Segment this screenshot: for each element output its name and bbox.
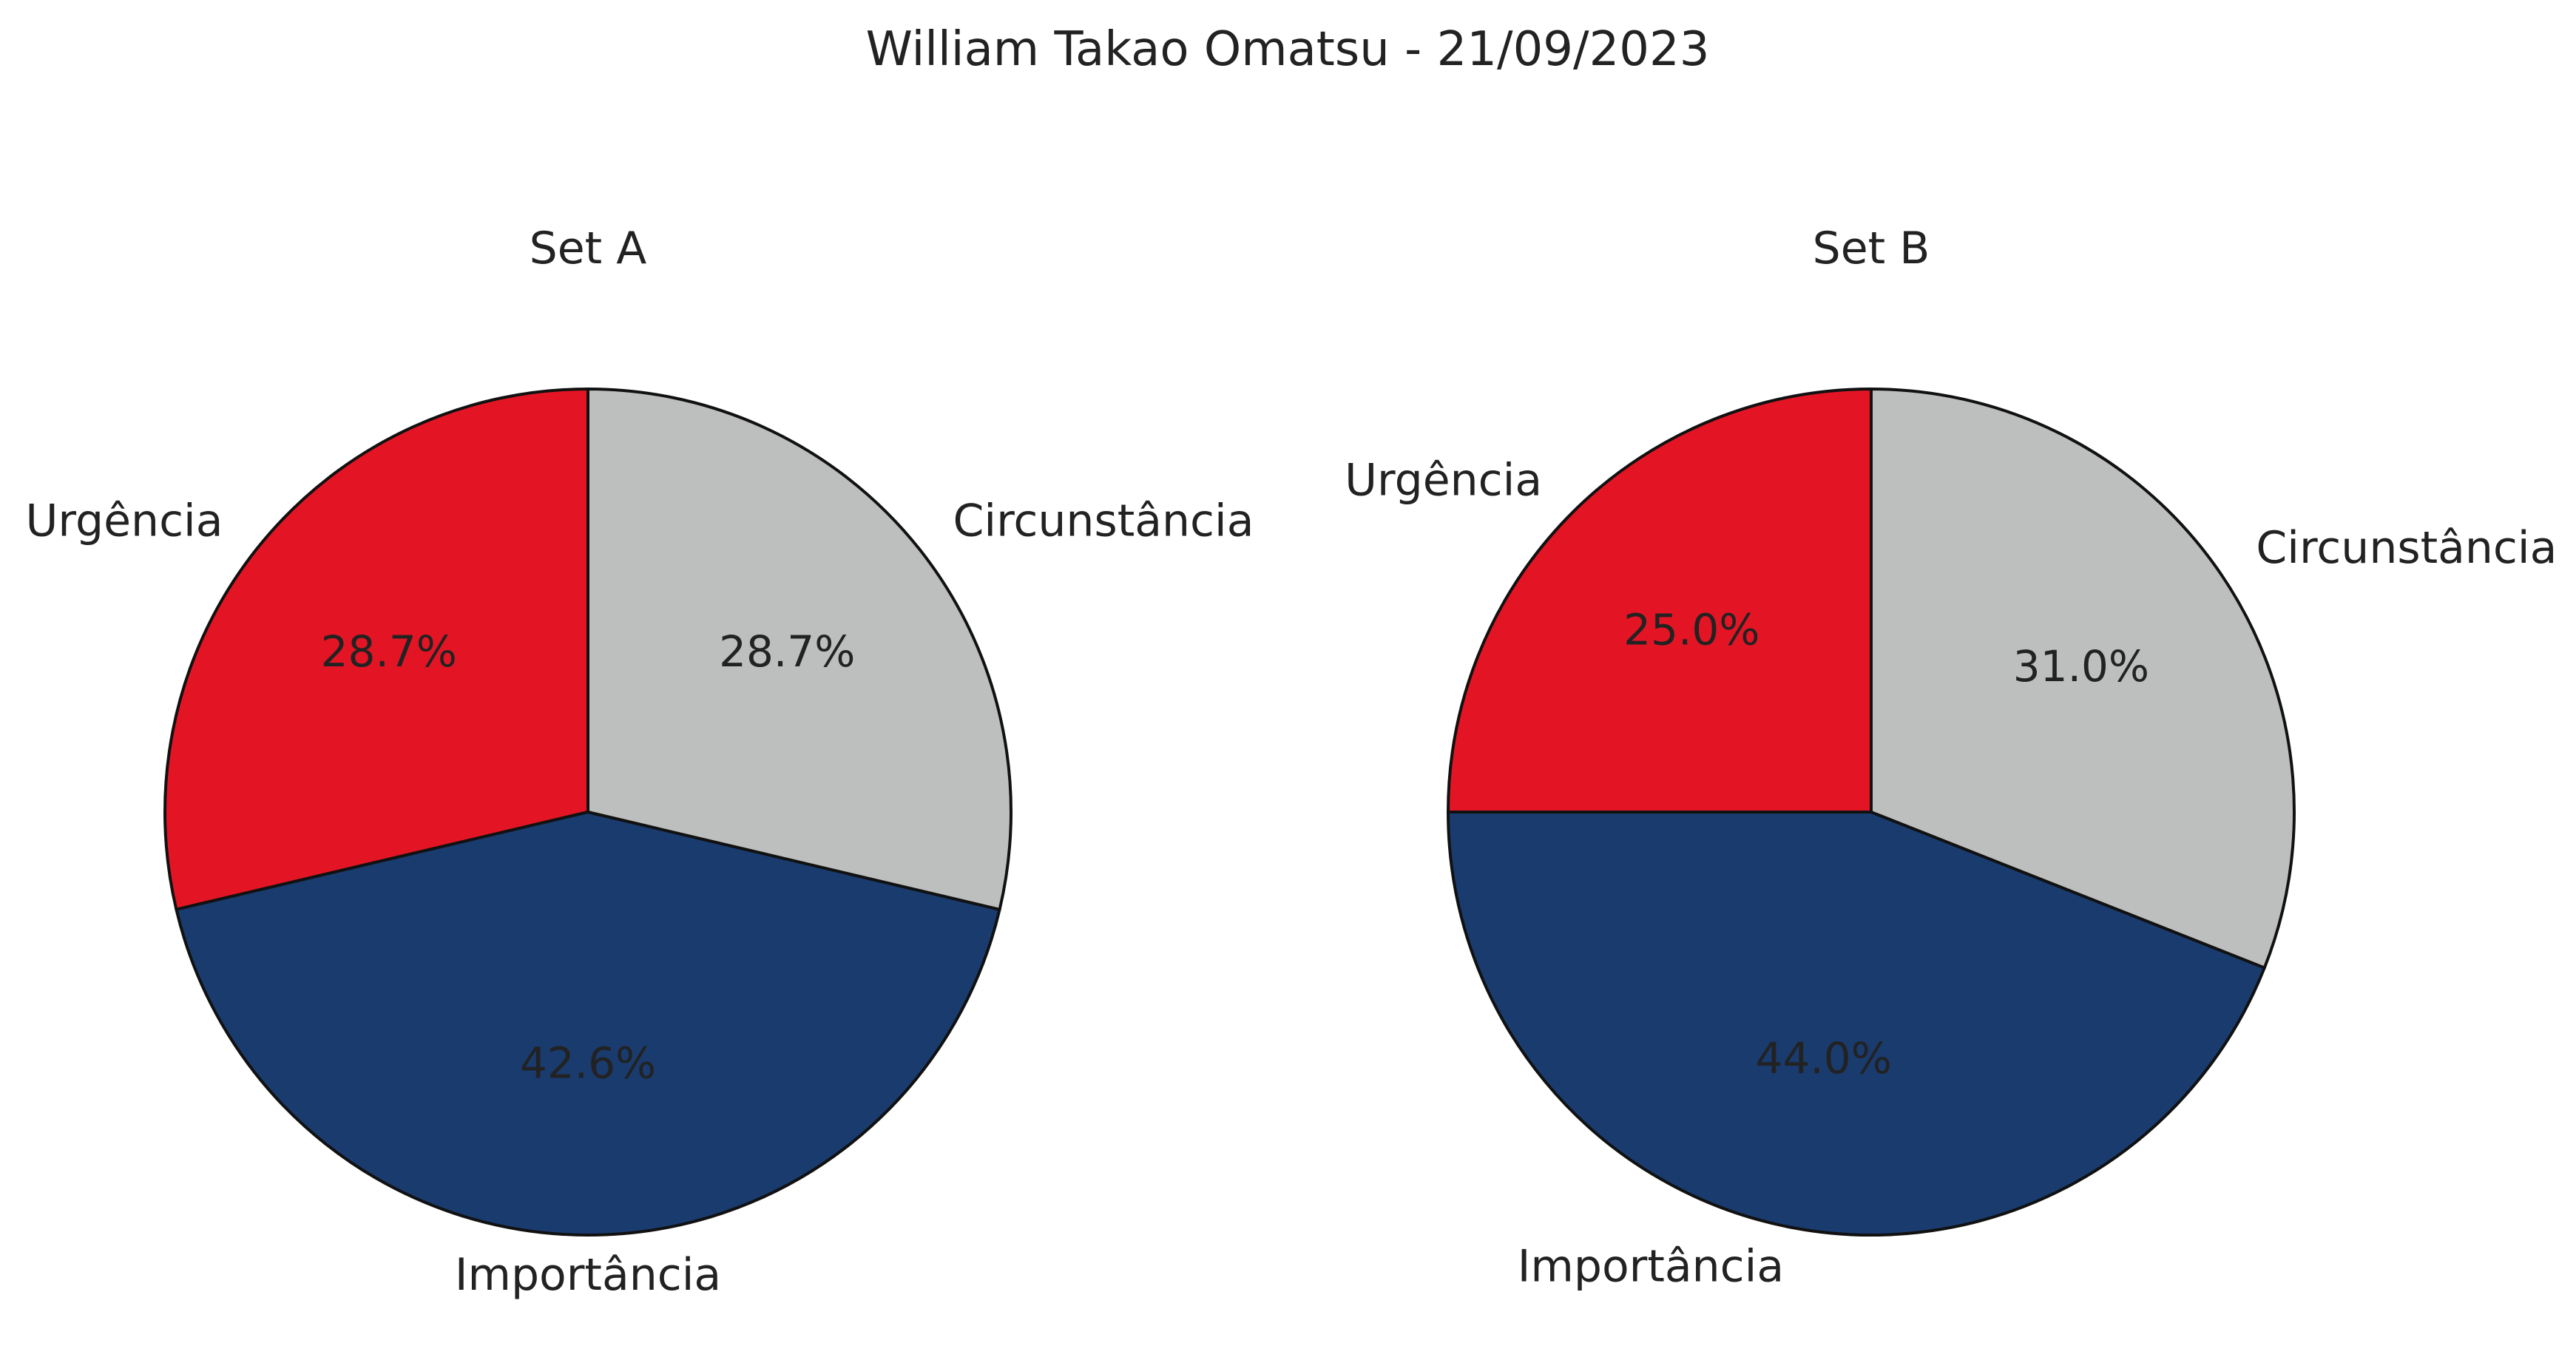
pie-slice-set-b-importancia: [1447, 811, 2266, 1237]
pie-slice-set-a-circunstancia: [586, 388, 1013, 911]
slice-label-set-b-importancia: Importância: [1518, 1241, 1784, 1293]
pie-slice-set-b-circunstancia: [1870, 388, 2296, 970]
pct-label-set-a-circunstancia: 28.7%: [719, 626, 855, 677]
pie-slice-set-a-importancia: [175, 811, 1001, 1237]
slice-label-set-a-importancia: Importância: [455, 1249, 721, 1301]
slice-label-set-a-urgencia: Urgência: [26, 495, 223, 547]
pie-chart-set-a: Set A Urgência 28.7% Importância 42.6% Circu…: [26, 223, 1254, 1301]
pie-title-set-a: Set A: [530, 223, 647, 274]
pie-slice-set-b-urgencia: [1447, 388, 1873, 814]
slice-label-set-a-circunstancia: Circunstância: [953, 495, 1254, 547]
pie-title-set-b: Set B: [1813, 223, 1930, 274]
main-title: William Takao Omatsu - 21/09/2023: [866, 22, 1710, 77]
pie-slice-set-a-urgencia: [163, 388, 589, 911]
pct-label-set-b-importancia: 44.0%: [1756, 1033, 1892, 1083]
pct-label-set-a-urgencia: 28.7%: [321, 626, 457, 677]
pct-label-set-b-urgencia: 25.0%: [1623, 604, 1759, 655]
pct-label-set-a-importancia: 42.6%: [520, 1038, 656, 1088]
pct-label-set-b-circunstancia: 31.0%: [2013, 641, 2149, 691]
pie-chart-set-b: Set B Urgência 25.0% Importância 44.0% Circu…: [1345, 223, 2557, 1293]
slice-label-set-b-circunstancia: Circunstância: [2256, 522, 2557, 574]
slice-label-set-b-urgencia: Urgência: [1345, 455, 1542, 507]
